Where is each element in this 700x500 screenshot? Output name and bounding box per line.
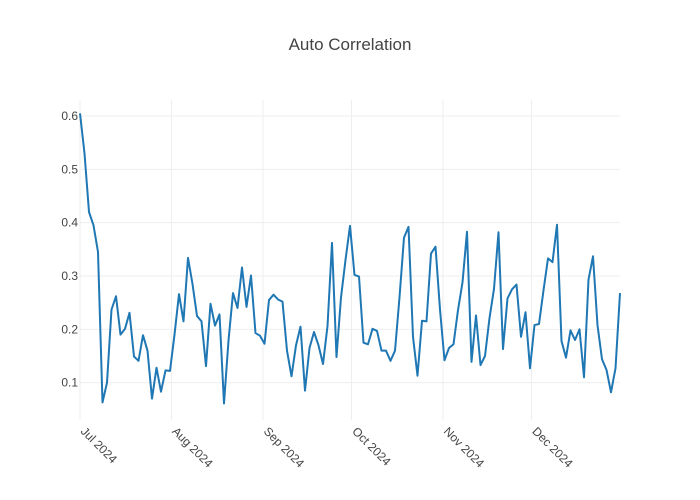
y-tick-label: 0.3	[61, 269, 78, 283]
x-tick-label: Dec 2024	[529, 424, 575, 470]
y-tick-label: 0.5	[61, 162, 78, 176]
y-tick-labels: 0.1 0.2 0.3 0.4 0.5 0.6	[61, 109, 78, 390]
y-tick-label: 0.2	[61, 322, 78, 336]
grid-layer	[79, 100, 620, 420]
x-tick-labels: Jul 2024 Aug 2024 Sep 2024 Oct 2024 Nov 2024…	[78, 424, 576, 470]
y-tick-label: 0.1	[61, 376, 78, 390]
y-tick-label: 0.4	[61, 216, 78, 230]
x-tick-label: Jul 2024	[78, 424, 120, 466]
series-layer	[79, 113, 621, 405]
y-tick-label: 0.6	[61, 109, 78, 123]
x-tick-label: Oct 2024	[349, 424, 394, 469]
chart-title: Auto Correlation	[289, 35, 412, 54]
x-tick-label: Sep 2024	[261, 424, 307, 470]
x-tick-label: Aug 2024	[169, 424, 215, 470]
series-line	[79, 113, 621, 405]
x-tick-label: Nov 2024	[441, 424, 487, 470]
